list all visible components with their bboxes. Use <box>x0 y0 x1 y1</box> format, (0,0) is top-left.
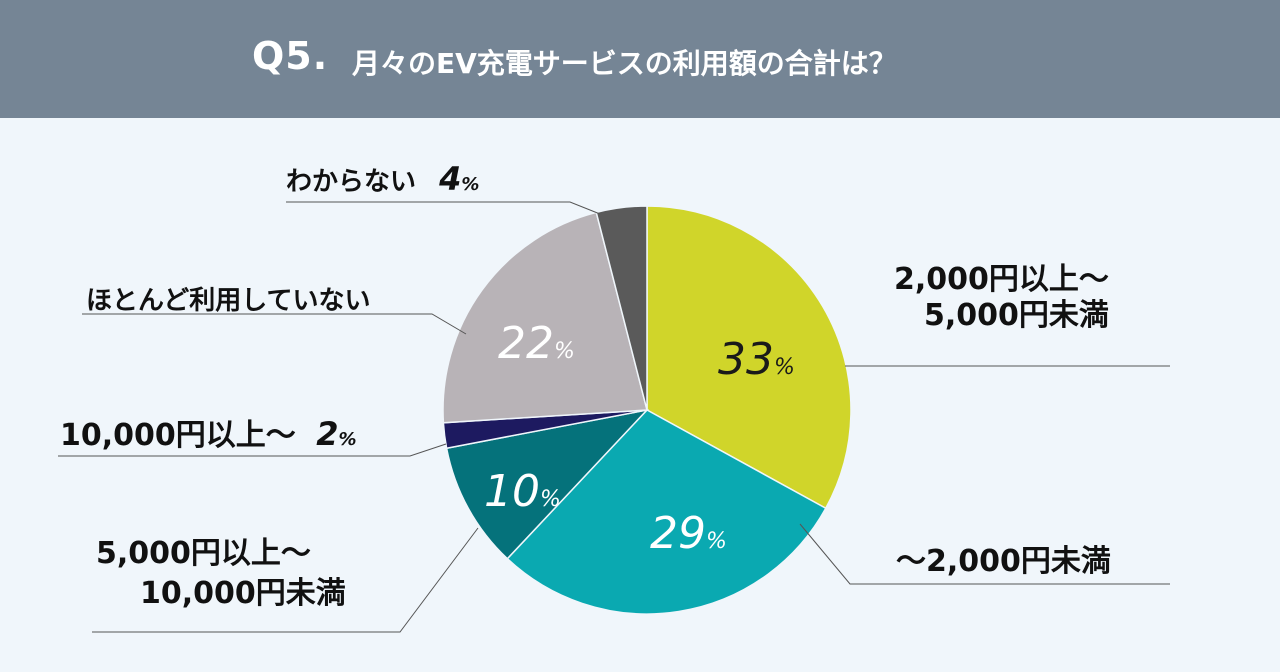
pct-value: 22 <box>498 318 554 369</box>
leader-under2000 <box>799 523 1170 585</box>
label-line: 2,000円以上～ <box>894 262 1109 297</box>
question-title: 月々のEV充電サービスの利用額の合計は？ <box>352 47 897 80</box>
pct-sign: % <box>540 487 561 512</box>
pie-slice-s5000_10000 <box>445 408 650 560</box>
label-unknown: わからない 4% <box>286 160 479 198</box>
leader-s5000-10000 <box>92 527 479 633</box>
label-s5000-10000: 5,000円以上～ 10,000円未満 <box>96 534 346 614</box>
label-line: ほとんど利用していない <box>86 286 371 316</box>
label-line: 10,000円以上～ <box>60 418 296 453</box>
pct-value: 33 <box>718 334 774 385</box>
label-line: 10,000円未満 <box>140 576 346 611</box>
label-under2000: ～2,000円未満 <box>896 536 1111 580</box>
label-line: 5,000円未満 <box>924 298 1109 333</box>
header-bar: Q5. 月々のEV充電サービスの利用額の合計は？ <box>0 0 1280 118</box>
pct-s5000-10000: 10% <box>484 466 561 517</box>
label-hardly: ほとんど利用していない <box>86 280 370 317</box>
pct-hardly: 22% <box>498 318 575 369</box>
leader-hardly <box>82 313 467 335</box>
label-value: 2 <box>316 415 339 453</box>
label-pct-sign: % <box>338 429 357 450</box>
pct-sign: % <box>706 529 727 554</box>
pct-value: 10 <box>484 466 540 517</box>
pct-under2000: 29% <box>650 508 727 559</box>
label-line: 5,000円以上～ <box>96 536 311 571</box>
label-over10000: 10,000円以上～ 2% <box>60 410 357 454</box>
leader-over10000 <box>58 443 447 457</box>
pct-value: 29 <box>650 508 706 559</box>
label-line: ～2,000円未満 <box>896 544 1111 579</box>
label-value: 4 <box>439 160 462 198</box>
label-s2000-5000: 2,000円以上～ 5,000円未満 <box>880 262 1109 334</box>
question-number: Q5. <box>252 34 329 78</box>
label-pct-sign: % <box>461 174 480 195</box>
leader-unknown <box>286 201 601 215</box>
label-line: わからない <box>286 167 417 197</box>
pct-s2000-5000: 33% <box>718 334 795 385</box>
pie-slice-under2000 <box>506 409 827 615</box>
pie-slice-s2000_5000 <box>646 205 852 510</box>
pct-sign: % <box>774 355 795 380</box>
pie-chart <box>58 201 1170 633</box>
pie-slice-hardly <box>442 211 648 424</box>
pct-sign: % <box>554 339 575 364</box>
